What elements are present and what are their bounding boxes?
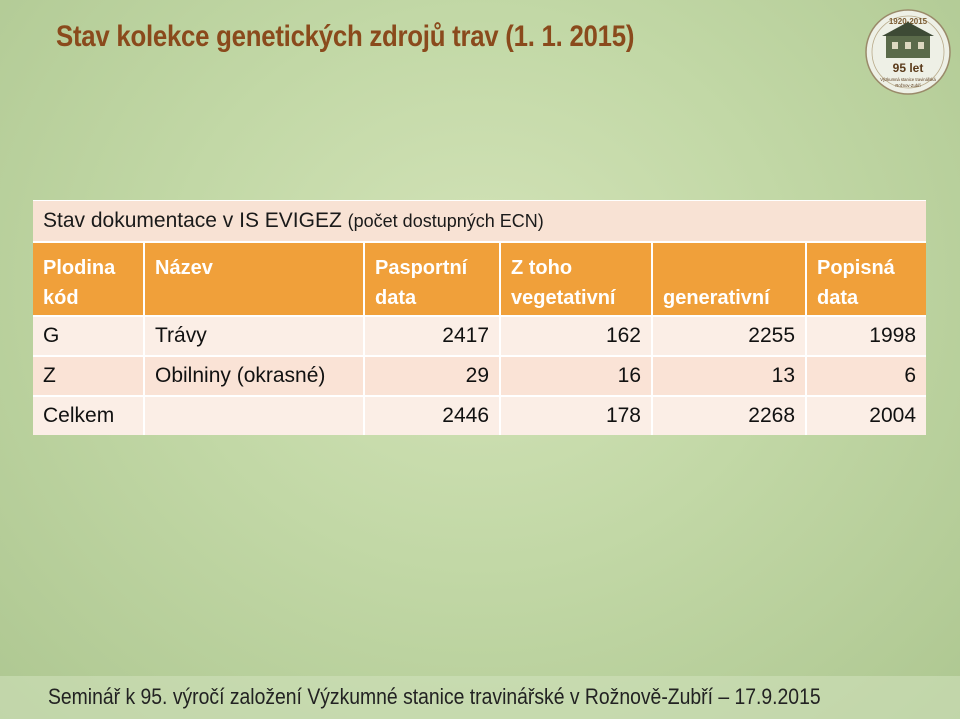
ecn-documentation-table: Stav dokumentace v IS EVIGEZ (počet dost… — [33, 200, 926, 435]
seal-years: 1920-2015 — [889, 17, 928, 26]
header-code: Plodina kód — [33, 241, 145, 315]
header-code-line2: kód — [43, 287, 79, 309]
seal-org-line2: Rožnov-Zubří — [895, 83, 921, 88]
header-veg-line2: vegetativní — [511, 287, 616, 309]
header-generative: generativní — [653, 241, 807, 315]
cell-descriptive: 6 — [807, 355, 926, 395]
table-caption: Stav dokumentace v IS EVIGEZ (počet dost… — [33, 200, 926, 241]
cell-total-label: Celkem — [33, 395, 145, 435]
cell-passport: 2417 — [365, 315, 501, 355]
cell-total-name — [145, 395, 365, 435]
cell-total-passport: 2446 — [365, 395, 501, 435]
slide-title: Stav kolekce genetických zdrojů trav (1.… — [56, 20, 635, 53]
seal-anniversary: 95 let — [893, 61, 924, 75]
cell-name: Obilniny (okrasné) — [145, 355, 365, 395]
header-passport-line1: Pasportní — [375, 257, 468, 279]
table-header-row: Plodina kód Název Pasportní data Z toho veg… — [33, 241, 926, 315]
cell-descriptive: 1998 — [807, 315, 926, 355]
table-row: Z Obilniny (okrasné) 29 16 13 6 — [33, 355, 926, 395]
footer-band — [0, 676, 960, 719]
anniversary-seal-logo: 1920-2015 95 let Výzkumná stanice travin… — [865, 9, 951, 95]
cell-total-generative: 2268 — [653, 395, 807, 435]
cell-code: G — [33, 315, 145, 355]
header-name: Název — [145, 241, 365, 315]
table-total-row: Celkem 2446 178 2268 2004 — [33, 395, 926, 435]
header-vegetative: Z toho vegetativní — [501, 241, 653, 315]
seal-org-line1: Výzkumná stanice travinářská — [880, 77, 936, 82]
cell-generative: 2255 — [653, 315, 807, 355]
table-row: G Trávy 2417 162 2255 1998 — [33, 315, 926, 355]
cell-generative: 13 — [653, 355, 807, 395]
header-veg-line1: Z toho — [511, 257, 573, 279]
header-passport: Pasportní data — [365, 241, 501, 315]
caption-paren: (počet dostupných ECN) — [347, 211, 544, 231]
header-descriptive: Popisná data — [807, 241, 926, 315]
cell-passport: 29 — [365, 355, 501, 395]
header-passport-line2: data — [375, 287, 417, 309]
table-caption-row: Stav dokumentace v IS EVIGEZ (počet dost… — [33, 200, 926, 241]
cell-vegetative: 16 — [501, 355, 653, 395]
caption-main: Stav dokumentace v IS EVIGEZ — [43, 209, 342, 232]
cell-vegetative: 162 — [501, 315, 653, 355]
footer-text: Seminář k 95. výročí založení Výzkumné s… — [48, 684, 821, 709]
header-code-line1: Plodina — [43, 257, 116, 279]
cell-name: Trávy — [145, 315, 365, 355]
header-desc-line1: Popisná — [817, 257, 895, 279]
header-desc-line2: data — [817, 287, 859, 309]
cell-code: Z — [33, 355, 145, 395]
cell-total-descriptive: 2004 — [807, 395, 926, 435]
cell-total-vegetative: 178 — [501, 395, 653, 435]
